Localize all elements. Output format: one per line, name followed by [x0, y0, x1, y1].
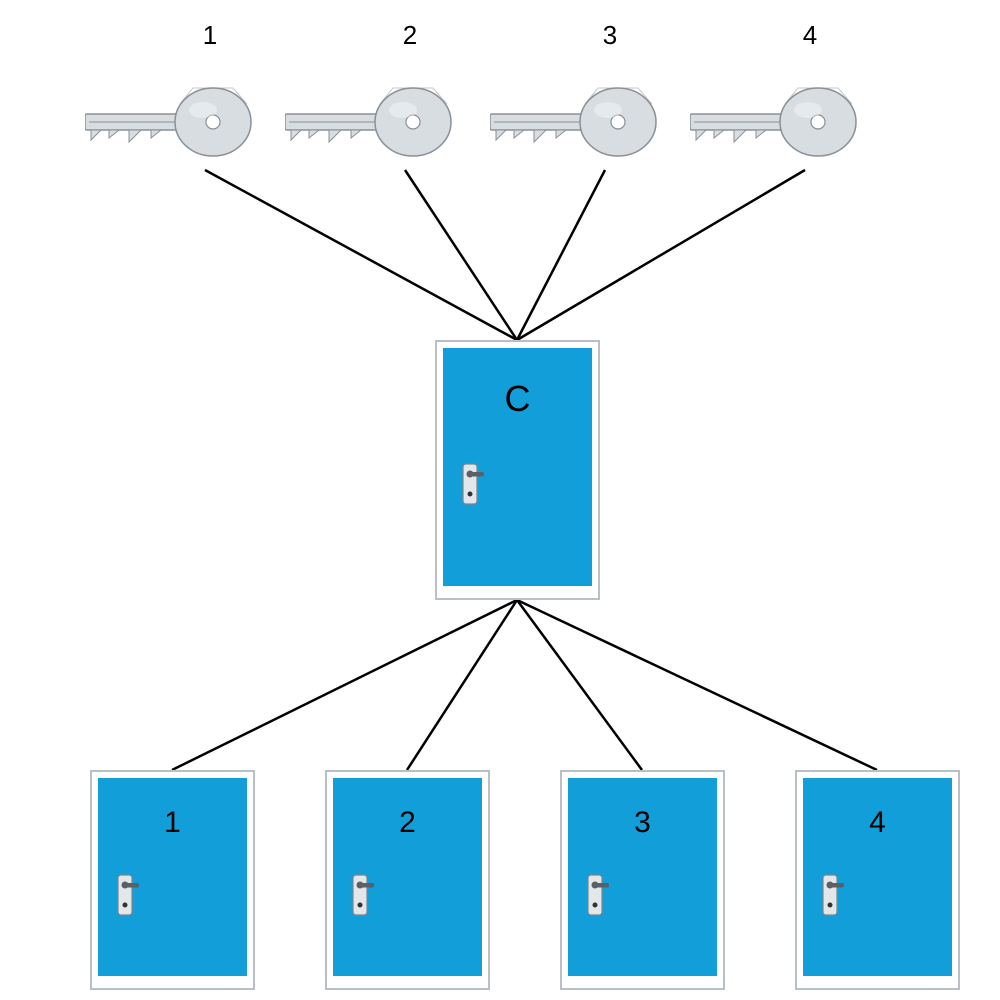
key-icon [690, 80, 860, 160]
bottom-door-3: 3 [560, 770, 725, 990]
key-icon [285, 80, 455, 160]
door-panel: 4 [803, 778, 952, 976]
key-icon [490, 80, 660, 160]
door-panel: 3 [568, 778, 717, 976]
door-panel: 2 [333, 778, 482, 976]
door-label: 4 [869, 806, 886, 840]
handle-icon [110, 873, 140, 922]
central-door: C [435, 340, 600, 600]
bottom-door-4: 4 [795, 770, 960, 990]
door-label: 2 [399, 806, 416, 840]
door-label: 1 [164, 806, 181, 840]
key-number-label: 4 [803, 20, 817, 51]
door-label: C [505, 378, 531, 420]
key-number-label: 1 [203, 20, 217, 51]
key-number-label: 2 [403, 20, 417, 51]
door-panel: 1 [98, 778, 247, 976]
handle-icon [815, 873, 845, 922]
key-number-label: 3 [603, 20, 617, 51]
diagram-canvas: 1 2 3 4 C 1 2 3 4 [0, 0, 1000, 1000]
handle-icon [455, 462, 485, 511]
handle-icon [345, 873, 375, 922]
key-icon [85, 80, 255, 160]
bottom-door-2: 2 [325, 770, 490, 990]
handle-icon [580, 873, 610, 922]
bottom-door-1: 1 [90, 770, 255, 990]
door-panel: C [443, 348, 592, 586]
door-label: 3 [634, 806, 651, 840]
